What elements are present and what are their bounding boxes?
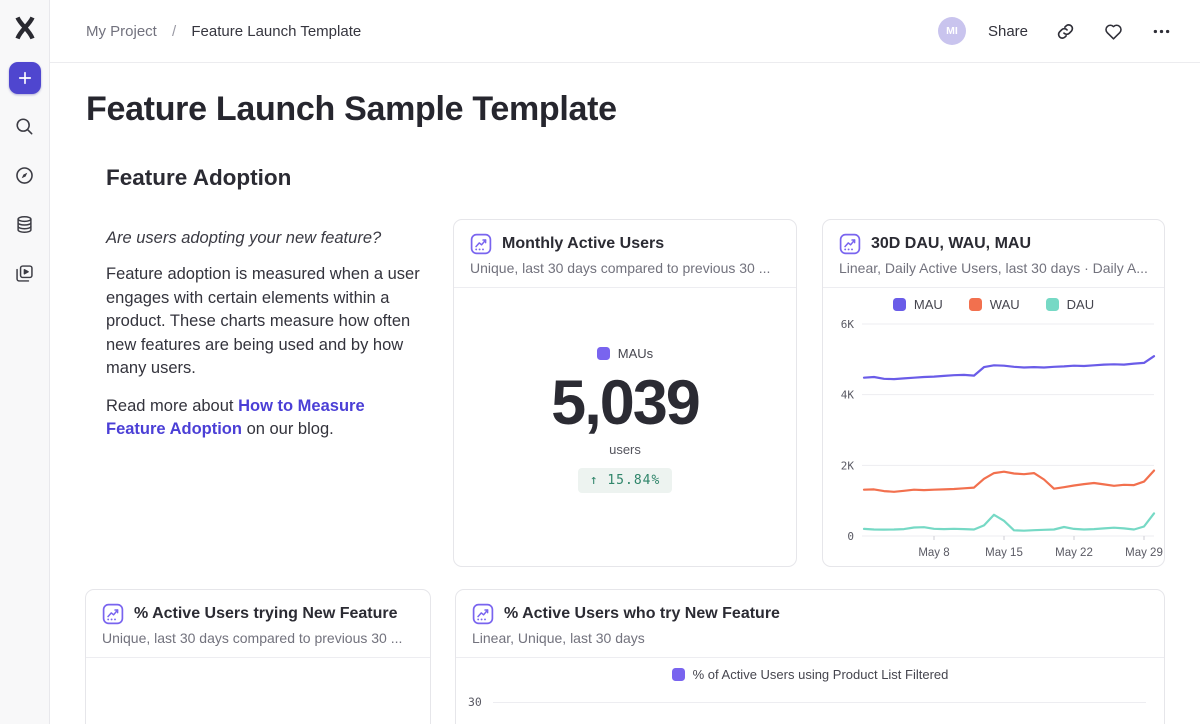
report-chart-icon bbox=[472, 603, 494, 625]
card-subtitle: Linear, Daily Active Users, last 30 days… bbox=[839, 260, 1148, 276]
legend-swatch bbox=[892, 298, 906, 311]
report-chart-icon bbox=[102, 603, 124, 625]
breadcrumb-current-page[interactable]: Feature Launch Template bbox=[191, 22, 362, 40]
axis-tick-row: 30 bbox=[456, 695, 1164, 709]
card-subtitle: Unique, last 30 days compared to previou… bbox=[470, 260, 771, 276]
plus-icon bbox=[16, 69, 34, 87]
svg-text:0: 0 bbox=[847, 530, 854, 543]
legend-swatch bbox=[671, 668, 685, 681]
card-monthly-active-users[interactable]: Monthly Active Users Unique, last 30 day… bbox=[453, 219, 797, 567]
breadcrumb: My Project / Feature Launch Template bbox=[86, 23, 361, 40]
card-header: % Active Users trying New Feature Unique… bbox=[86, 590, 430, 658]
readmore-prefix: Read more about bbox=[106, 396, 234, 415]
copy-link-button[interactable] bbox=[1055, 21, 1076, 42]
intro-readmore: Read more about How to Measure Feature A… bbox=[106, 395, 428, 442]
intro-question: Are users adopting your new feature? bbox=[106, 229, 382, 247]
new-report-button[interactable] bbox=[8, 62, 41, 94]
report-chart-icon bbox=[839, 233, 861, 255]
top-bar: My Project / Feature Launch Template MI … bbox=[50, 0, 1200, 63]
big-number-body: MAUs 5,039 users ↑ 15.84% bbox=[454, 288, 796, 494]
svg-text:6K: 6K bbox=[841, 318, 855, 331]
intro-text-block: Are users adopting your new feature? Fea… bbox=[106, 219, 428, 567]
breadcrumb-project[interactable]: My Project bbox=[86, 22, 157, 40]
sidebar-item-data[interactable] bbox=[8, 207, 42, 241]
sidebar-item-boards[interactable] bbox=[8, 256, 42, 290]
legend-label: MAU bbox=[913, 297, 943, 312]
legend-item[interactable]: DAU bbox=[1045, 297, 1095, 312]
intro-body: Feature adoption is measured when a user… bbox=[106, 265, 420, 377]
card-header: % Active Users who try New Feature Linea… bbox=[456, 590, 1164, 658]
sidebar-item-search[interactable] bbox=[8, 109, 42, 143]
svg-text:4K: 4K bbox=[841, 389, 855, 402]
board-canvas: Feature Launch Sample Template Feature A… bbox=[50, 63, 1200, 724]
svg-text:May 29: May 29 bbox=[1125, 547, 1163, 559]
dau-wau-mau-chart[interactable]: 0 2K 4K 6K May 8 May 15 May 22 May 29 bbox=[824, 314, 1163, 562]
metric-unit: users bbox=[609, 442, 641, 458]
sidebar-item-discover[interactable] bbox=[8, 158, 42, 192]
compass-icon bbox=[14, 165, 35, 186]
legend-swatch bbox=[968, 298, 982, 311]
section-heading: Feature Adoption bbox=[106, 165, 292, 190]
mau-legend: MAUs bbox=[454, 346, 796, 361]
copy-link-icon bbox=[1055, 21, 1076, 42]
svg-text:2K: 2K bbox=[841, 459, 855, 472]
legend-item[interactable]: MAU bbox=[892, 297, 943, 312]
card-title[interactable]: % Active Users trying New Feature bbox=[134, 605, 398, 622]
card-subtitle: Unique, last 30 days compared to previou… bbox=[102, 630, 403, 646]
dwm-legend: MAU WAU DAU bbox=[823, 297, 1164, 312]
legend-swatch bbox=[1045, 298, 1059, 311]
legend-label: DAU bbox=[1066, 297, 1095, 312]
card-title[interactable]: Monthly Active Users bbox=[502, 235, 665, 252]
boards-icon bbox=[14, 263, 35, 284]
sidebar bbox=[0, 0, 50, 724]
svg-text:May 22: May 22 bbox=[1055, 547, 1093, 559]
delta-badge: ↑ 15.84% bbox=[577, 468, 673, 494]
favorite-button[interactable] bbox=[1103, 21, 1124, 42]
blog-link[interactable]: How to Measure Feature Adoption bbox=[106, 396, 365, 439]
card-dau-wau-mau[interactable]: 30D DAU, WAU, MAU Linear, Daily Active U… bbox=[822, 219, 1165, 567]
legend-item[interactable]: % of Active Users using Product List Fil… bbox=[671, 667, 949, 682]
card-header: 30D DAU, WAU, MAU Linear, Daily Active U… bbox=[823, 220, 1164, 288]
favorite-icon bbox=[1103, 21, 1124, 42]
svg-text:May 15: May 15 bbox=[985, 547, 1023, 559]
legend-item[interactable]: MAUs bbox=[596, 346, 654, 361]
share-button[interactable]: Share bbox=[987, 22, 1028, 40]
card-trying-new-feature[interactable]: % Active Users trying New Feature Unique… bbox=[85, 589, 431, 724]
page-title: Feature Launch Sample Template bbox=[86, 90, 617, 128]
more-options-button[interactable] bbox=[1151, 21, 1172, 42]
legend-label: MAUs bbox=[617, 346, 654, 361]
card-header: Monthly Active Users Unique, last 30 day… bbox=[454, 220, 796, 288]
legend-swatch bbox=[596, 347, 610, 360]
who-try-legend: % of Active Users using Product List Fil… bbox=[456, 667, 1164, 682]
database-icon bbox=[14, 214, 35, 235]
legend-label: % of Active Users using Product List Fil… bbox=[692, 667, 949, 682]
svg-text:May 8: May 8 bbox=[918, 547, 949, 559]
readmore-suffix: on our blog. bbox=[246, 420, 334, 438]
search-icon bbox=[14, 116, 35, 137]
gridline bbox=[492, 701, 1146, 703]
y-tick-label: 30 bbox=[468, 695, 482, 709]
legend-label: WAU bbox=[989, 297, 1020, 312]
report-chart-icon bbox=[470, 233, 492, 255]
card-subtitle: Linear, Unique, last 30 days bbox=[472, 630, 645, 646]
legend-item[interactable]: WAU bbox=[968, 297, 1020, 312]
metric-value: 5,039 bbox=[551, 368, 701, 438]
more-icon bbox=[1151, 21, 1172, 42]
mixpanel-logo[interactable] bbox=[13, 15, 37, 46]
card-title[interactable]: % Active Users who try New Feature bbox=[504, 605, 780, 622]
breadcrumb-separator: / bbox=[172, 22, 177, 40]
card-who-try-new-feature[interactable]: % Active Users who try New Feature Linea… bbox=[455, 589, 1165, 724]
avatar[interactable]: MI bbox=[937, 17, 966, 45]
card-title[interactable]: 30D DAU, WAU, MAU bbox=[871, 235, 1032, 252]
